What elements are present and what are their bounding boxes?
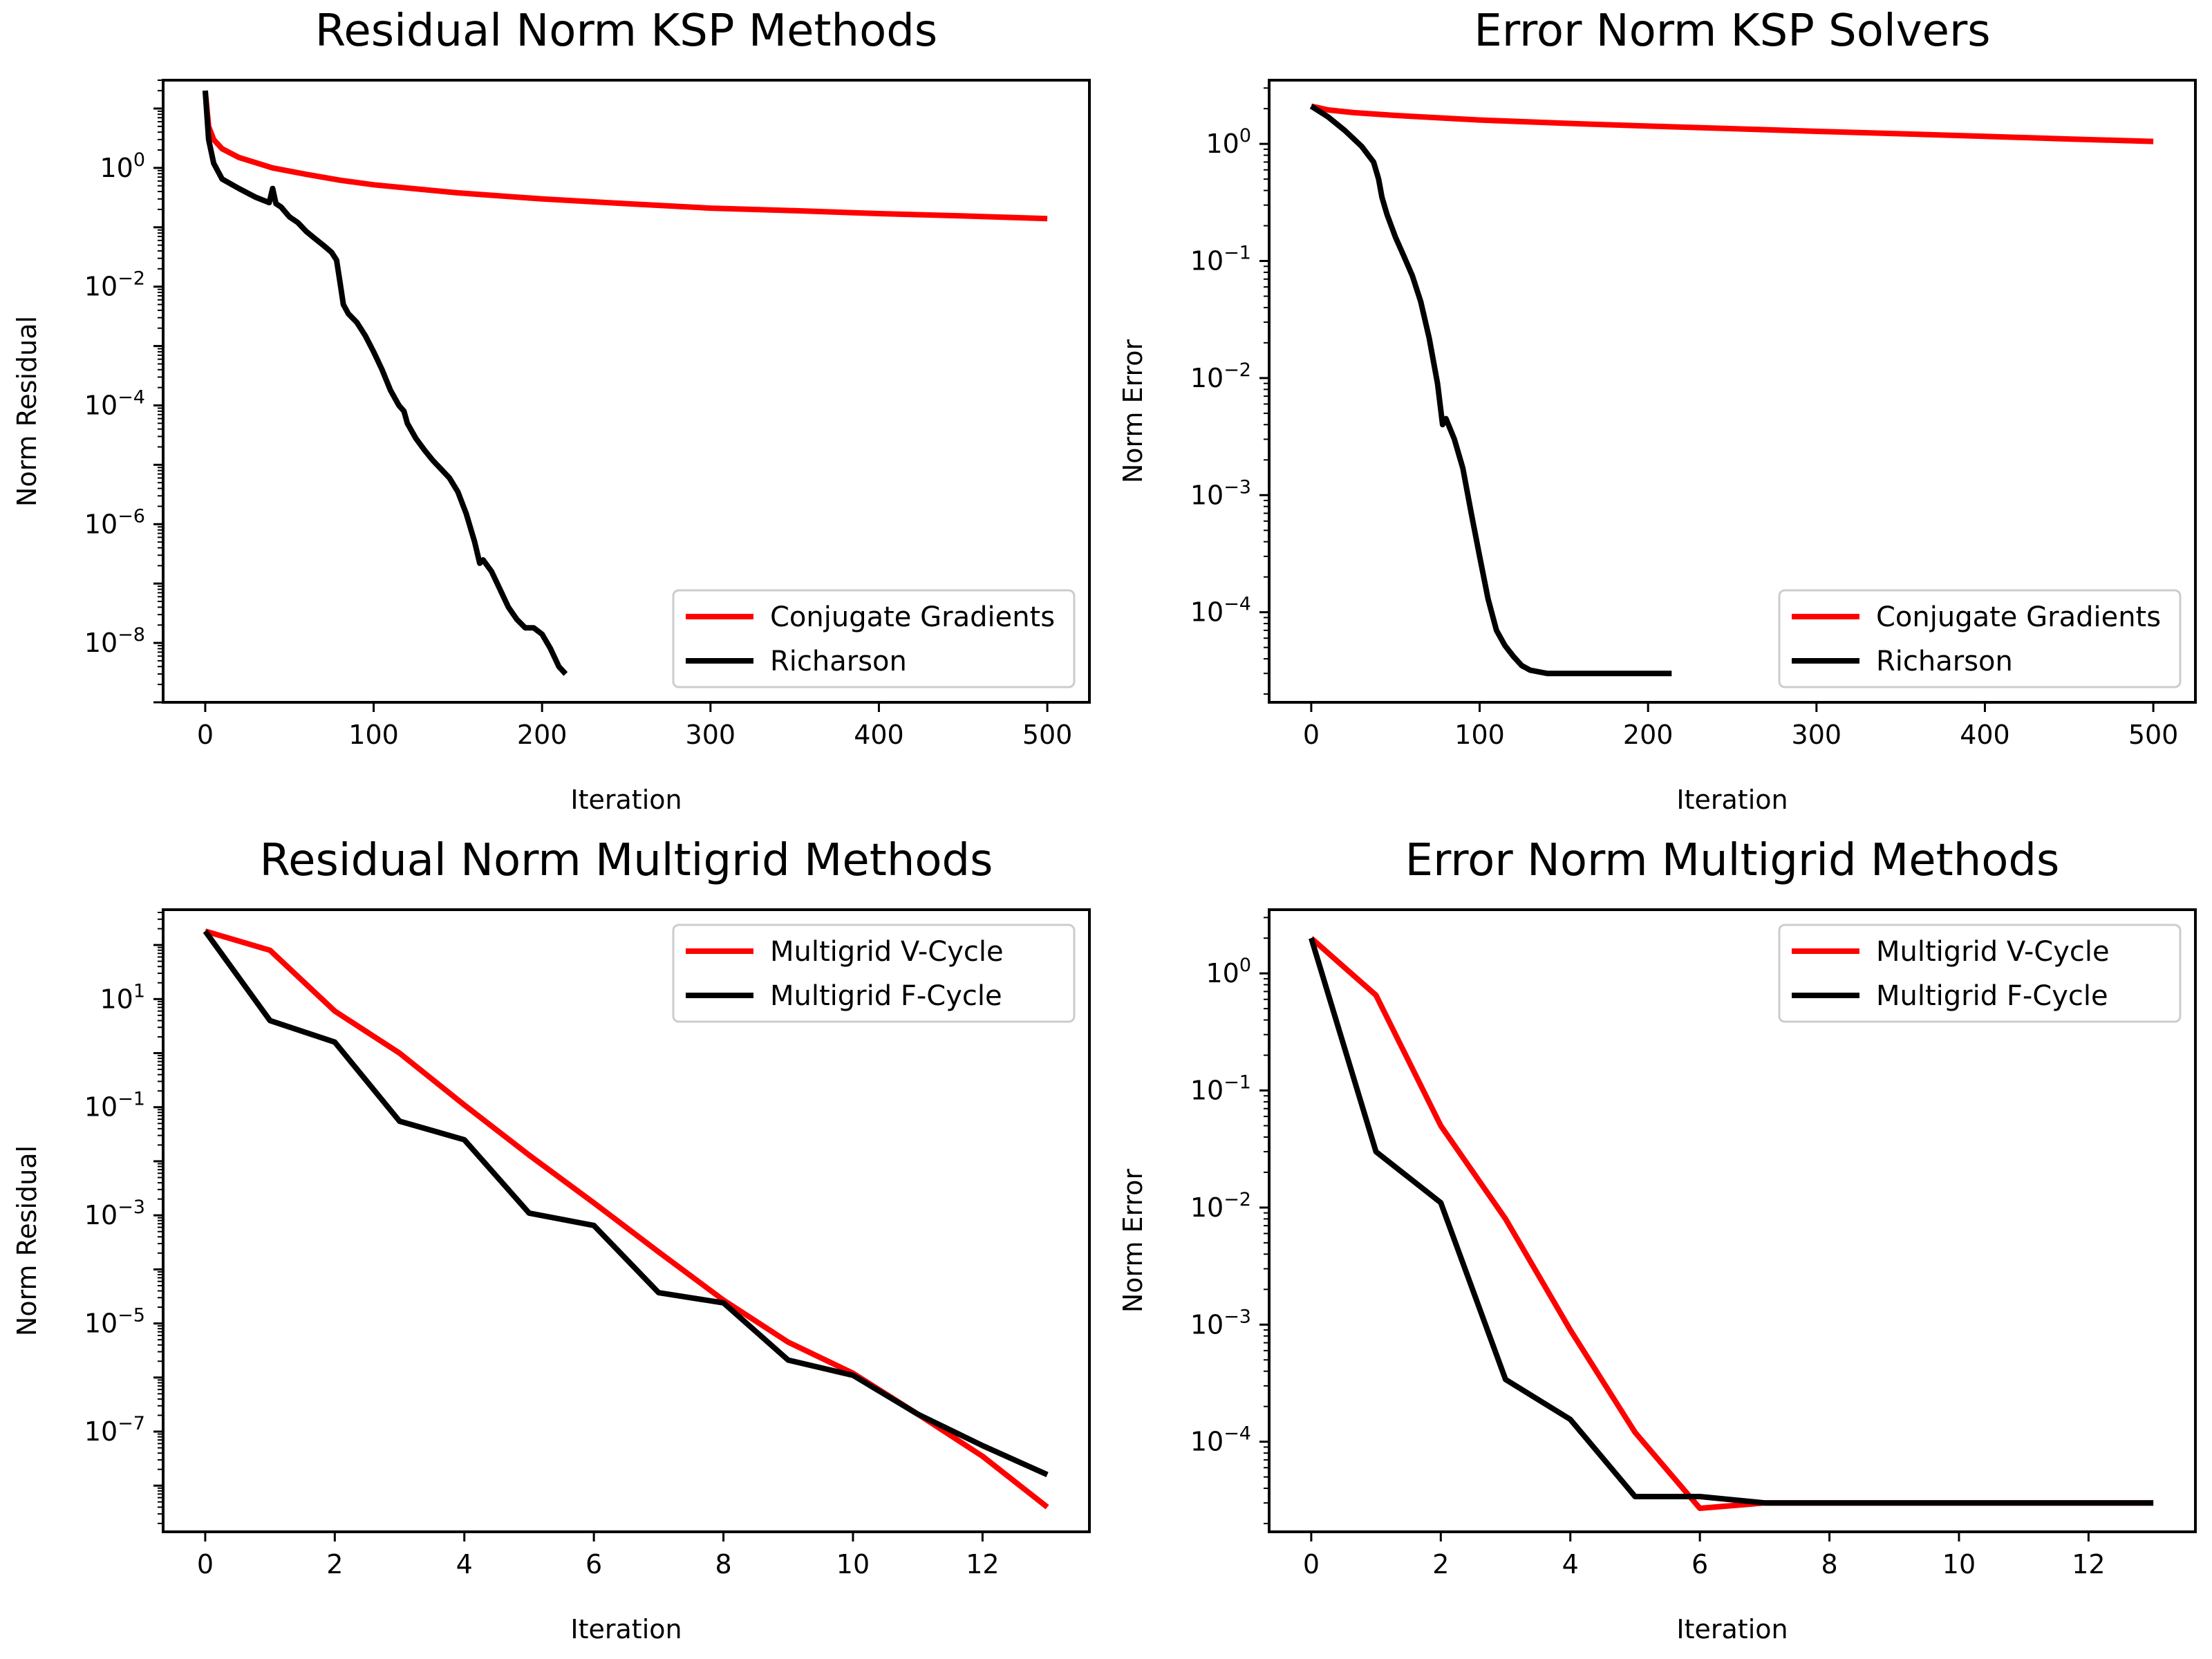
x-tick-label: 0 [197, 1549, 214, 1580]
y-axis-label: Norm Error [1118, 339, 1148, 483]
y-tick-label: 10−8 [84, 624, 145, 658]
series-line-black [202, 90, 568, 676]
x-tick-label: 8 [715, 1549, 731, 1580]
x-axis-label: Iteration [570, 1614, 682, 1644]
x-tick-label: 100 [1454, 720, 1505, 750]
x-tick-label: 10 [836, 1549, 870, 1580]
x-tick-label: 0 [197, 720, 214, 750]
y-tick-label: 10−4 [1190, 1423, 1251, 1457]
series-line-red [202, 90, 1048, 222]
x-tick-label: 12 [2072, 1549, 2105, 1580]
legend-label: Richarson [1876, 646, 2013, 677]
x-tick-label: 200 [517, 720, 568, 750]
y-axis-label: Norm Residual [12, 316, 42, 507]
x-tick-label: 500 [2128, 720, 2179, 750]
subplot-title: Residual Norm KSP Methods [315, 6, 937, 57]
y-tick-label: 101 [100, 980, 145, 1014]
series-line-black [1309, 104, 1672, 677]
y-tick-label: 10−7 [84, 1413, 145, 1447]
legend-label: Multigrid V-Cycle [1876, 936, 2110, 968]
legend-box [672, 589, 1076, 688]
y-tick-label: 100 [1206, 955, 1251, 988]
y-tick-label: 100 [100, 149, 145, 183]
subplot-title: Error Norm Multigrid Methods [1405, 835, 2060, 886]
axes-frame [1268, 79, 2197, 704]
x-tick-label: 2 [326, 1549, 343, 1580]
series-line-black [1309, 937, 2154, 1506]
x-tick-label: 4 [456, 1549, 473, 1580]
x-tick-label: 400 [1960, 720, 2010, 750]
subplot-title: Residual Norm Multigrid Methods [259, 835, 993, 886]
x-tick-label: 6 [585, 1549, 602, 1580]
y-tick-label: 10−1 [84, 1089, 145, 1123]
y-tick-label: 10−3 [84, 1197, 145, 1230]
subplot-title: Error Norm KSP Solvers [1474, 6, 1990, 57]
axes-frame [162, 79, 1091, 704]
x-tick-label: 300 [1792, 720, 1842, 750]
legend-label: Conjugate Gradients [1876, 601, 2161, 633]
x-tick-label: 12 [966, 1549, 999, 1580]
legend-box [672, 924, 1076, 1023]
x-tick-label: 100 [348, 720, 399, 750]
legend-box [1778, 589, 2182, 688]
legend-label: Richarson [770, 646, 907, 677]
legend-label: Multigrid V-Cycle [770, 936, 1004, 968]
legend-label: Multigrid F-Cycle [770, 980, 1002, 1012]
y-tick-label: 10−6 [84, 505, 145, 539]
x-tick-label: 300 [686, 720, 736, 750]
legend-label: Multigrid F-Cycle [1876, 980, 2108, 1012]
y-tick-label: 10−4 [1190, 594, 1251, 628]
y-axis-label: Norm Error [1118, 1168, 1148, 1313]
y-tick-label: 10−1 [1190, 1072, 1251, 1106]
subplot-error-ksp: Error Norm KSP Solvers Iteration Norm Er… [1118, 6, 2197, 815]
axes-frame [1268, 908, 2197, 1533]
x-axis-label: Iteration [1676, 1614, 1788, 1644]
y-tick-label: 10−3 [1190, 476, 1251, 510]
legend-label: Conjugate Gradients [770, 601, 1055, 633]
y-tick-label: 10−1 [1190, 243, 1251, 276]
x-axis-label: Iteration [570, 785, 682, 815]
x-tick-label: 0 [1303, 720, 1320, 750]
x-tick-label: 500 [1022, 720, 1073, 750]
y-tick-label: 10−4 [84, 386, 145, 420]
legend-box [1778, 924, 2182, 1023]
x-tick-label: 400 [854, 720, 904, 750]
y-tick-label: 10−2 [1190, 359, 1251, 393]
series-line-red [1311, 103, 2154, 144]
y-tick-label: 10−3 [1190, 1306, 1251, 1340]
y-tick-label: 10−2 [84, 268, 145, 302]
y-axis-label: Norm Residual [12, 1145, 42, 1336]
x-tick-label: 2 [1432, 1549, 1449, 1580]
x-tick-label: 10 [1942, 1549, 1976, 1580]
x-tick-label: 6 [1691, 1549, 1708, 1580]
series-line-black [203, 929, 1049, 1477]
subplot-error-multigrid: Error Norm Multigrid Methods Iteration N… [1118, 835, 2197, 1644]
x-tick-label: 4 [1562, 1549, 1579, 1580]
x-tick-label: 8 [1821, 1549, 1837, 1580]
subplot-residual-multigrid: Residual Norm Multigrid Methods Iteratio… [12, 835, 1091, 1644]
y-tick-label: 10−2 [1190, 1189, 1251, 1223]
x-axis-label: Iteration [1676, 785, 1788, 815]
subplot-residual-ksp: Residual Norm KSP Methods Iteration Norm… [12, 6, 1091, 815]
y-tick-label: 100 [1206, 125, 1251, 159]
x-tick-label: 200 [1623, 720, 1674, 750]
y-tick-label: 10−5 [84, 1305, 145, 1339]
x-tick-label: 0 [1303, 1549, 1320, 1580]
